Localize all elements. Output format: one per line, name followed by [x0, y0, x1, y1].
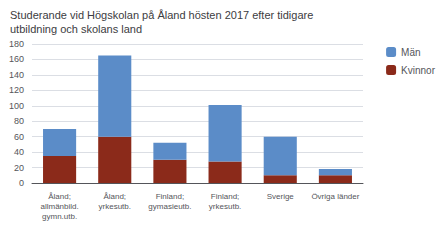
svg-text:100: 100	[9, 101, 24, 111]
svg-text:Finland;: Finland;	[211, 192, 239, 201]
svg-text:Studerande vid Högskolan på Ål: Studerande vid Högskolan på Åland hösten…	[10, 9, 313, 21]
svg-text:Åland;: Åland;	[48, 192, 71, 201]
svg-text:gymn.utb.: gymn.utb.	[42, 212, 77, 221]
svg-text:40: 40	[14, 147, 24, 157]
svg-text:Åland;: Åland;	[103, 192, 126, 201]
svg-text:Kvinnor: Kvinnor	[401, 65, 436, 76]
svg-text:140: 140	[9, 70, 24, 80]
svg-text:utbildning och skolans land: utbildning och skolans land	[10, 23, 142, 35]
svg-text:120: 120	[9, 85, 24, 95]
svg-text:Övriga länder: Övriga länder	[311, 192, 359, 201]
svg-text:Män: Män	[401, 47, 420, 58]
svg-text:160: 160	[9, 54, 24, 64]
svg-text:Finland;: Finland;	[156, 192, 184, 201]
svg-text:yrkesutb.: yrkesutb.	[209, 202, 241, 211]
svg-text:80: 80	[14, 116, 24, 126]
svg-text:180: 180	[9, 39, 24, 49]
svg-text:allmänbild.: allmänbild.	[40, 202, 78, 211]
svg-text:Sverige: Sverige	[267, 192, 295, 201]
svg-text:yrkesutb.: yrkesutb.	[99, 202, 131, 211]
svg-text:gymasieutb.: gymasieutb.	[148, 202, 191, 211]
svg-text:60: 60	[14, 132, 24, 142]
svg-text:0: 0	[19, 178, 24, 188]
svg-text:20: 20	[14, 163, 24, 173]
